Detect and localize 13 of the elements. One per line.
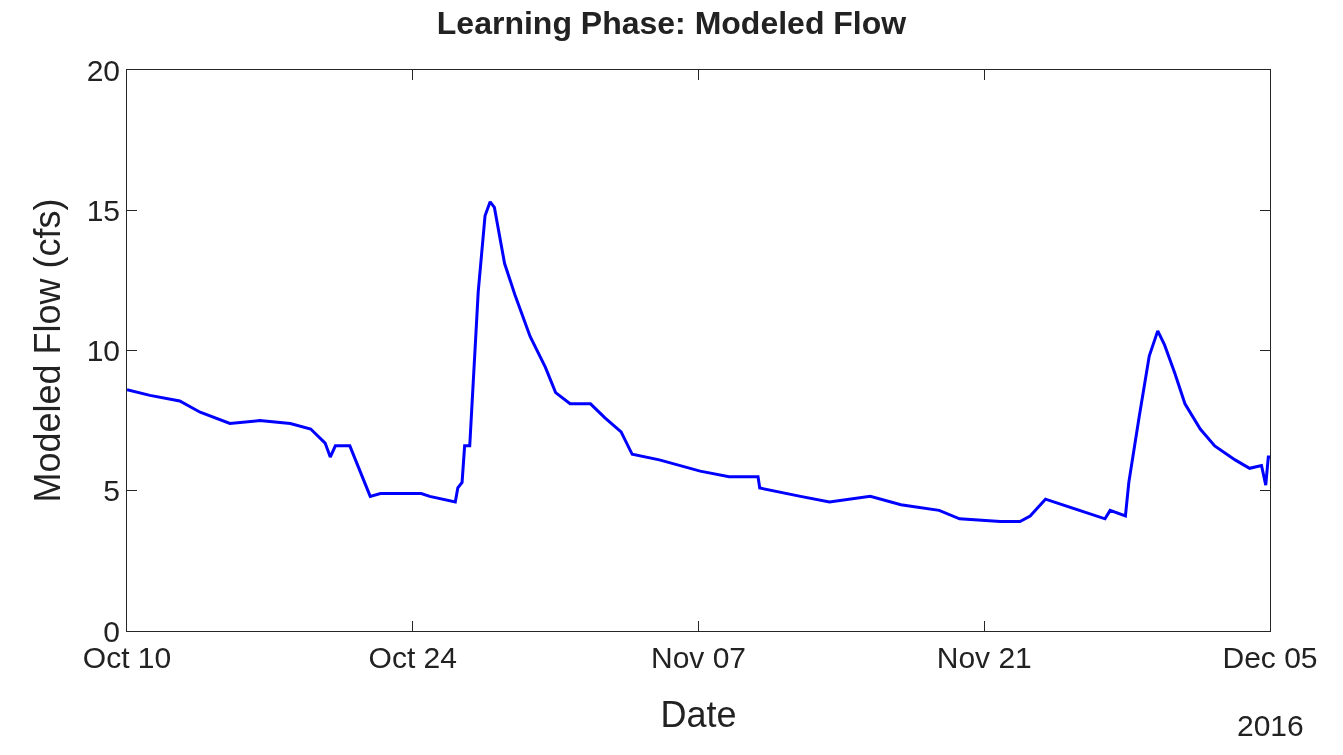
- x-tick-label: Nov 21: [936, 641, 1032, 674]
- y-tick-label: 20: [86, 53, 120, 87]
- y-tick-label: 10: [86, 334, 120, 367]
- x-tick-label: Dec 05: [1222, 641, 1318, 674]
- y-tick-label: 15: [86, 193, 120, 227]
- y-tick-label: 5: [103, 474, 120, 508]
- x-tick-label: Nov 07: [650, 641, 747, 674]
- x-tick-label: Oct 24: [368, 641, 457, 674]
- text: 2016: [1237, 709, 1304, 742]
- y-axis-title: Modeled Flow (cfs): [26, 198, 68, 503]
- line-series: [127, 200, 1270, 524]
- x-axis-title: Date: [660, 693, 737, 735]
- chart-title: Learning Phase: Modeled Flow: [436, 4, 907, 41]
